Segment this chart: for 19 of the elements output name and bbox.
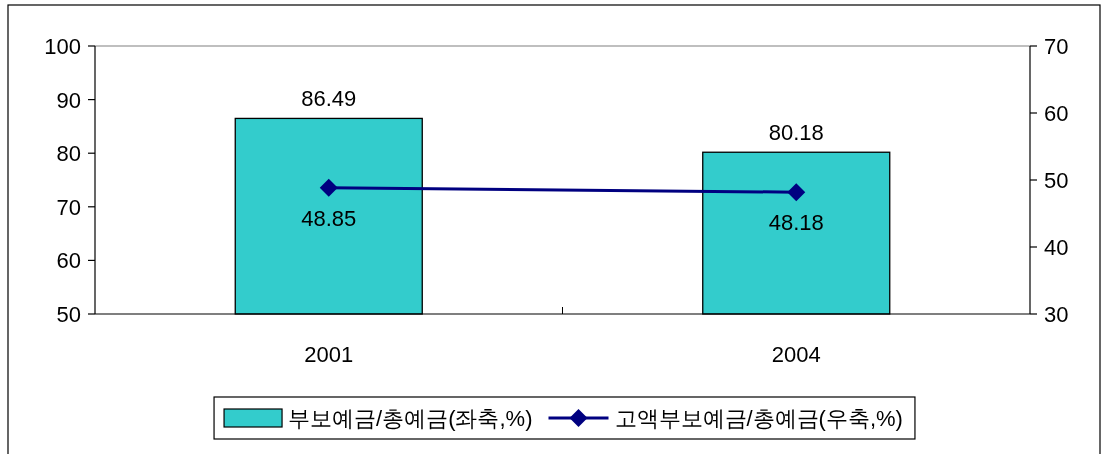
data-label: 48.85 bbox=[301, 205, 357, 231]
y2-tick-label: 40 bbox=[1044, 235, 1069, 260]
x-tick-label: 2001 bbox=[304, 342, 354, 367]
legend-label: 고액부보예금/총예금(우축,%) bbox=[614, 406, 903, 431]
y2-tick-label: 60 bbox=[1044, 101, 1069, 126]
data-label: 86.49 bbox=[301, 86, 357, 112]
y-tick-label: 50 bbox=[56, 302, 81, 327]
y-tick-label: 80 bbox=[56, 141, 81, 167]
y2-tick-label: 50 bbox=[1044, 168, 1069, 193]
y-tick-label: 60 bbox=[56, 248, 81, 274]
x-tick-label: 2004 bbox=[771, 342, 821, 367]
y-tick-label: 70 bbox=[56, 194, 81, 220]
y-tick-label: 100 bbox=[44, 34, 81, 59]
data-label: 80.18 bbox=[768, 120, 824, 146]
y2-tick-label: 30 bbox=[1044, 302, 1069, 327]
data-label: 48.18 bbox=[768, 210, 824, 236]
y2-tick-label: 70 bbox=[1044, 34, 1069, 59]
y-tick-label: 90 bbox=[56, 87, 81, 113]
legend-label: 부보예금/총예금(좌축,%) bbox=[288, 406, 533, 431]
